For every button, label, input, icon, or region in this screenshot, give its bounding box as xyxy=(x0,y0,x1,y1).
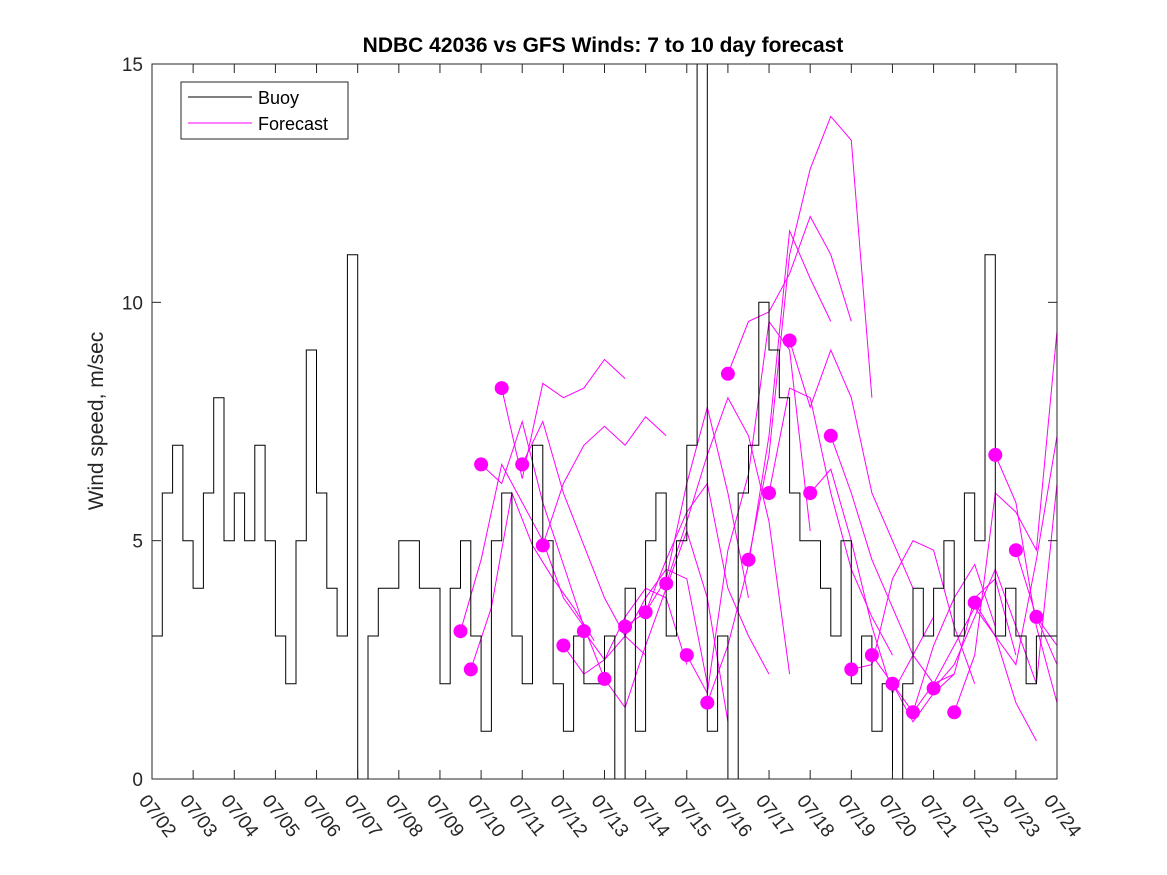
forecast-marker xyxy=(638,605,653,620)
plot-area xyxy=(151,63,1058,780)
forecast-marker xyxy=(988,447,1003,462)
forecast-marker xyxy=(463,662,478,677)
forecast-run-line xyxy=(768,387,893,656)
forecast-marker xyxy=(823,428,838,443)
forecast-marker xyxy=(1008,543,1023,558)
y-tick-label: 0 xyxy=(132,770,143,791)
forecast-run-line xyxy=(542,415,667,546)
forecast-marker xyxy=(967,595,982,610)
forecast-run-line xyxy=(953,330,1058,713)
forecast-marker xyxy=(515,457,530,472)
forecast-marker xyxy=(535,538,550,553)
forecast-marker xyxy=(494,381,509,396)
forecast-run-line xyxy=(501,358,626,479)
legend-forecast-label: Forecast xyxy=(258,114,328,134)
forecast-marker xyxy=(906,705,920,720)
y-axis-ticks: 0 5 10 15 xyxy=(122,55,1057,791)
forecast-marker xyxy=(679,648,694,663)
buoy-layer xyxy=(152,63,1057,780)
forecast-run-line xyxy=(994,454,1058,703)
forecast-marker xyxy=(618,619,633,634)
forecast-marker xyxy=(782,333,797,348)
forecast-run-line xyxy=(1035,616,1058,665)
legend: Buoy Forecast xyxy=(180,81,349,140)
forecast-marker xyxy=(474,457,489,472)
forecast-marker xyxy=(762,486,776,500)
y-tick-label: 10 xyxy=(122,293,143,314)
forecast-marker xyxy=(803,486,818,500)
forecast-marker-layer xyxy=(453,333,1044,720)
forecast-marker xyxy=(1029,609,1044,624)
forecast-marker xyxy=(659,576,674,591)
forecast-marker xyxy=(864,648,879,663)
forecast-run-line xyxy=(748,115,873,560)
legend-box xyxy=(180,81,349,140)
forecast-run-line xyxy=(974,435,1058,666)
forecast-marker xyxy=(576,624,591,639)
buoy-line xyxy=(152,63,1057,780)
forecast-run-line xyxy=(789,340,914,589)
forecast-marker xyxy=(844,662,859,677)
forecast-marker xyxy=(597,671,612,686)
forecast-marker xyxy=(453,624,468,639)
chart-title: NDBC 42036 vs GFS Winds: 7 to 10 day for… xyxy=(363,34,844,57)
forecast-marker xyxy=(947,705,962,720)
forecast-marker xyxy=(700,695,715,710)
legend-buoy-label: Buoy xyxy=(258,88,299,108)
y-tick-label: 15 xyxy=(122,55,143,76)
forecast-run-line xyxy=(727,215,852,374)
y-tick-label: 5 xyxy=(132,532,143,553)
y-axis-label: Wind speed, m/sec xyxy=(85,332,108,511)
forecast-marker xyxy=(720,366,735,381)
forecast-marker xyxy=(741,552,756,567)
forecast-marker xyxy=(926,681,941,696)
forecast-run-line xyxy=(460,462,585,632)
forecast-marker xyxy=(556,638,571,653)
forecast-marker xyxy=(885,676,900,691)
